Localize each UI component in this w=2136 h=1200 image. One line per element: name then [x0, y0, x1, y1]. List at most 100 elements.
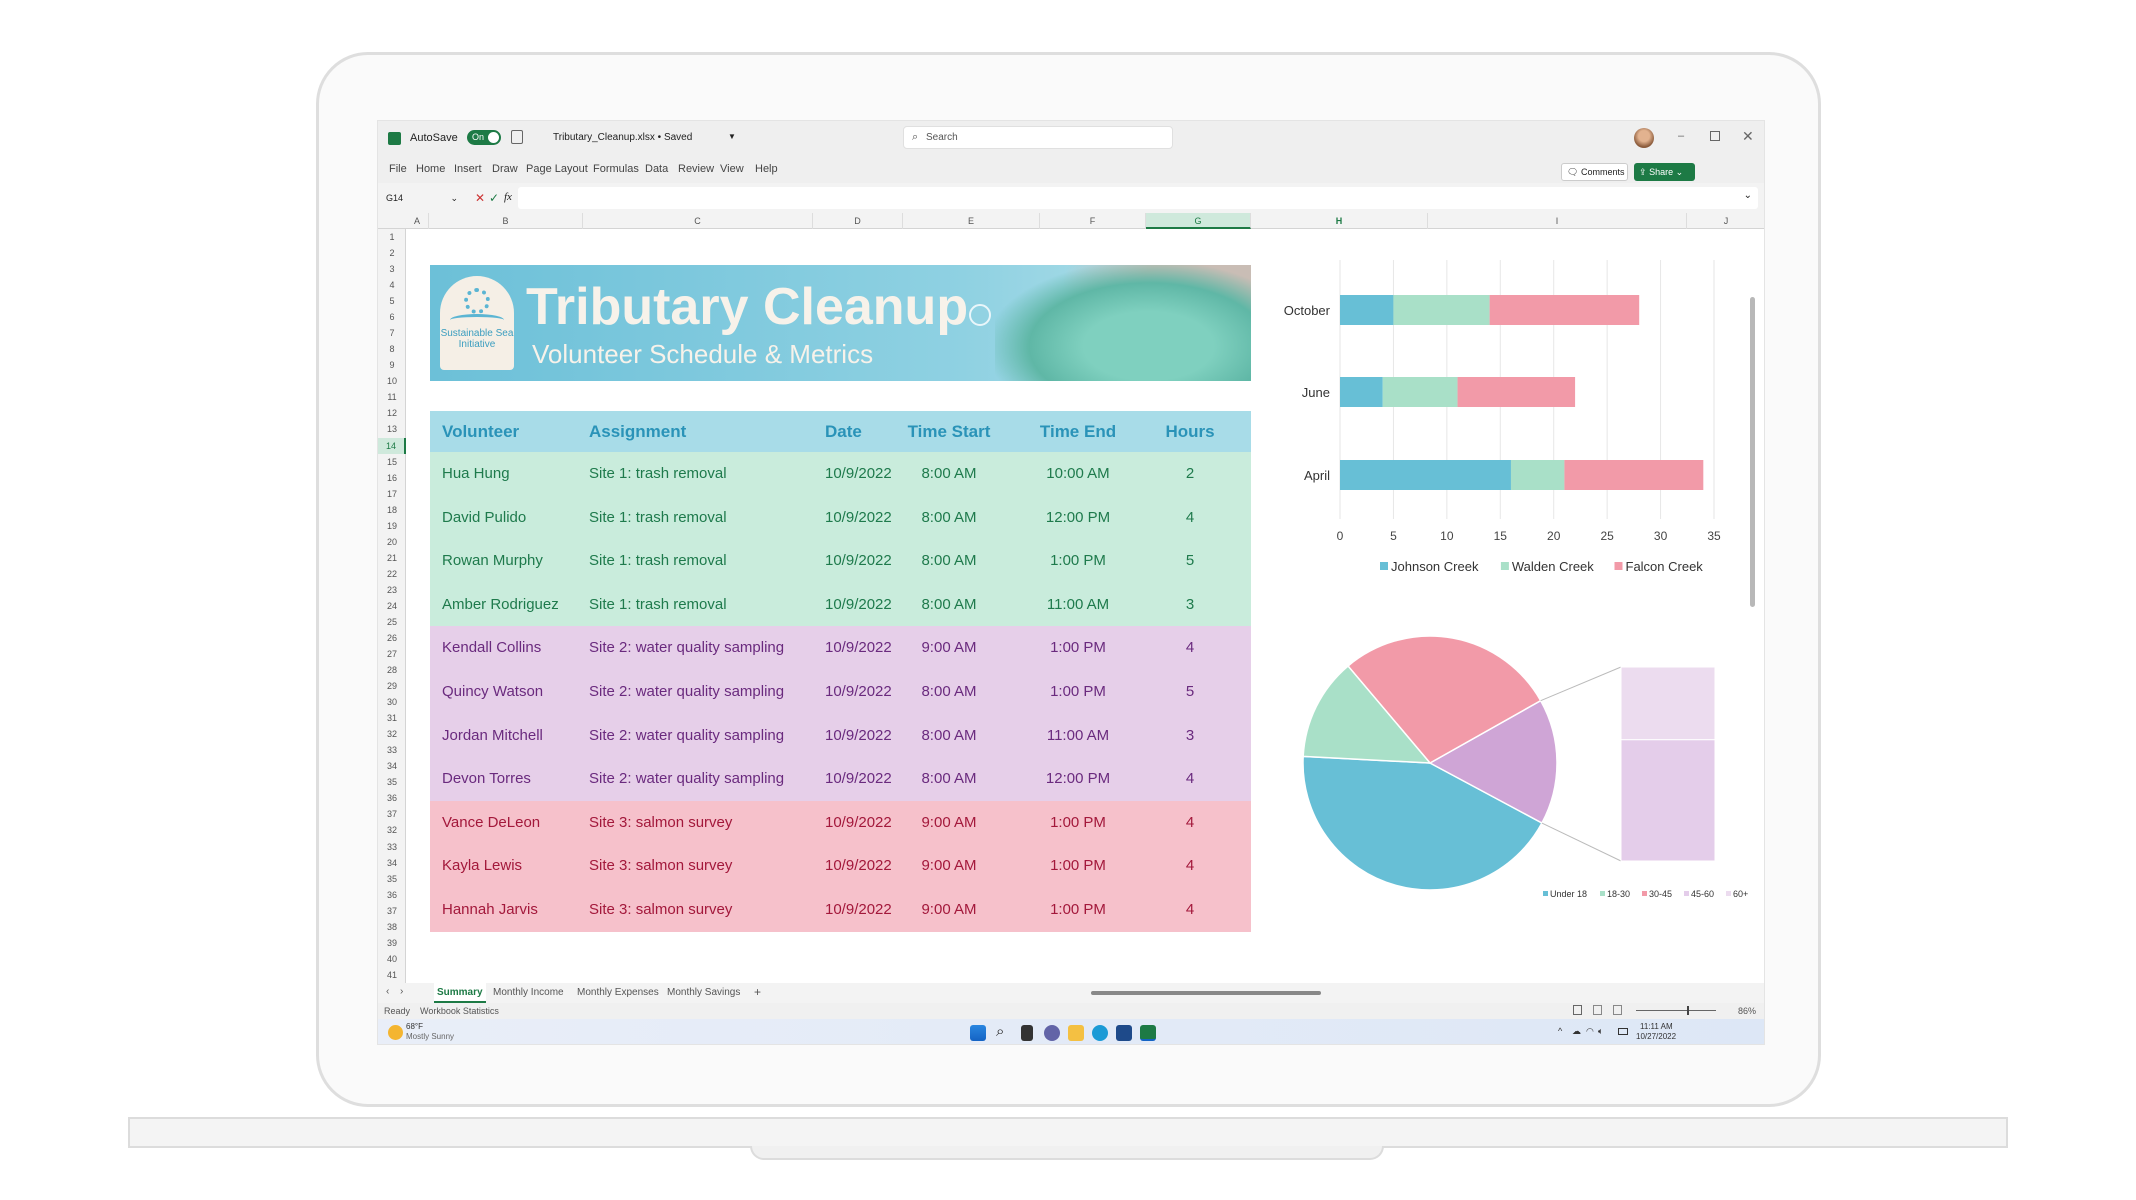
row-header[interactable]: 7 — [389, 328, 395, 339]
menu-page-layout[interactable]: Page Layout — [526, 163, 588, 175]
next-sheet-icon[interactable]: › — [400, 986, 404, 997]
teams-chat-icon[interactable] — [1044, 1025, 1060, 1041]
task-view-icon[interactable] — [1021, 1025, 1033, 1041]
bar-johnson-creek[interactable] — [1340, 460, 1511, 490]
save-icon[interactable] — [511, 130, 523, 144]
maximize-icon[interactable] — [1710, 131, 1720, 141]
row-header[interactable]: 26 — [386, 633, 397, 643]
row-header[interactable]: 23 — [386, 584, 397, 595]
user-avatar[interactable] — [1634, 128, 1654, 148]
file-menu-chevron-icon[interactable]: ▼ — [728, 132, 736, 141]
sheet-tab-monthly-savings[interactable]: Monthly Savings — [667, 987, 741, 998]
table-row[interactable]: Quincy Watson Site 2: water quality sampl… — [430, 669, 1251, 714]
pie-slice-other[interactable] — [1428, 699, 1558, 825]
bar-falcon-creek[interactable] — [1457, 377, 1576, 407]
menu-view[interactable]: View — [720, 163, 744, 175]
row-header[interactable]: 34 — [386, 857, 397, 868]
close-icon[interactable]: ✕ — [1742, 128, 1754, 144]
row-header[interactable]: 1 — [389, 232, 395, 242]
bar-johnson-creek[interactable] — [1340, 377, 1383, 407]
row-header[interactable]: 5 — [389, 296, 395, 307]
normal-view-icon[interactable] — [1573, 1005, 1582, 1015]
row-header[interactable]: 39 — [386, 937, 397, 948]
zoom-slider[interactable] — [1636, 1010, 1716, 1011]
row-header[interactable]: 10 — [386, 376, 397, 387]
share-button[interactable]: ⇪ Share ⌄ — [1634, 163, 1695, 181]
row-header[interactable]: 15 — [386, 456, 397, 467]
column-header-b[interactable]: B — [429, 213, 583, 229]
bar-falcon-creek[interactable] — [1564, 460, 1704, 490]
menu-review[interactable]: Review — [678, 163, 715, 175]
row-header[interactable]: 40 — [386, 953, 397, 964]
page-layout-view-icon[interactable] — [1593, 1005, 1602, 1015]
menu-data[interactable]: Data — [645, 163, 669, 175]
row-header[interactable]: 19 — [386, 520, 397, 531]
autosave-toggle[interactable]: On — [467, 130, 501, 145]
row-header[interactable]: 32 — [386, 729, 397, 740]
volume-icon[interactable]: 🔈︎ — [1598, 1026, 1604, 1036]
row-header[interactable]: 33 — [386, 841, 397, 852]
row-header[interactable]: 36 — [386, 793, 397, 804]
table-row[interactable]: Devon Torres Site 2: water quality sampli… — [430, 757, 1251, 801]
row-header[interactable]: 13 — [386, 424, 397, 435]
sheet-tab-monthly-income[interactable]: Monthly Income — [493, 987, 564, 998]
column-header-j[interactable]: J — [1687, 213, 1764, 229]
page-break-view-icon[interactable] — [1613, 1005, 1622, 1015]
search-taskbar-icon[interactable]: ⌕ — [996, 1023, 1005, 1040]
row-header[interactable]: 27 — [386, 649, 397, 660]
row-header[interactable]: 17 — [386, 488, 397, 499]
column-header-f[interactable]: F — [1040, 213, 1146, 229]
row-header[interactable]: 21 — [386, 552, 397, 563]
table-row[interactable]: Hannah Jarvis Site 3: salmon survey 10/9/2… — [430, 887, 1251, 932]
menu-help[interactable]: Help — [755, 163, 778, 175]
clock-date[interactable]: 10/27/2022 — [1636, 1032, 1677, 1041]
enter-icon[interactable]: ✓ — [489, 191, 500, 205]
workbook-statistics[interactable]: Workbook Statistics — [420, 1006, 499, 1016]
pie-slice-under-18[interactable] — [1302, 755, 1543, 891]
row-header[interactable]: 25 — [386, 616, 397, 627]
row-header[interactable]: 35 — [386, 873, 397, 884]
table-row[interactable]: Jordan Mitchell Site 2: water quality sam… — [430, 713, 1251, 758]
bar-falcon-creek[interactable] — [1489, 295, 1640, 325]
row-header[interactable]: 29 — [386, 681, 397, 692]
row-header[interactable]: 31 — [386, 713, 397, 724]
row-header[interactable]: 38 — [386, 921, 397, 932]
pie-slice-18-30[interactable] — [1302, 664, 1432, 764]
horizontal-scrollbar[interactable] — [1091, 991, 1321, 995]
menu-insert[interactable]: Insert — [454, 163, 482, 175]
row-header[interactable]: 11 — [387, 392, 397, 403]
row-header[interactable]: 41 — [386, 969, 397, 980]
row-header[interactable]: 33 — [386, 745, 397, 756]
weather-sun-icon[interactable] — [388, 1025, 403, 1040]
clock-time[interactable]: 11:11 AM — [1640, 1022, 1673, 1031]
row-header[interactable]: 4 — [389, 280, 395, 291]
bar-walden-creek[interactable] — [1393, 295, 1490, 325]
wifi-icon[interactable]: ◠ — [1586, 1026, 1594, 1036]
bar-walden-creek[interactable] — [1510, 460, 1565, 490]
row-header[interactable]: 6 — [389, 312, 395, 323]
onedrive-icon[interactable]: ☁ — [1572, 1026, 1581, 1036]
prev-sheet-icon[interactable]: ‹ — [386, 986, 390, 997]
sheet-tab-summary[interactable]: Summary — [434, 983, 486, 1003]
column-header-i[interactable]: I — [1428, 213, 1687, 229]
tray-chevron-icon[interactable]: ^ — [1558, 1026, 1563, 1036]
bar-of-pie-60-plus[interactable] — [1620, 666, 1716, 741]
row-header[interactable]: 36 — [386, 889, 397, 900]
zoom-slider-thumb[interactable] — [1687, 1006, 1689, 1015]
bar-johnson-creek[interactable] — [1340, 295, 1394, 325]
row-header[interactable]: 2 — [389, 248, 395, 259]
column-header-c[interactable]: C — [583, 213, 813, 229]
table-row[interactable]: Vance DeLeon Site 3: salmon survey 10/9/20… — [430, 800, 1251, 845]
row-header[interactable]: 30 — [386, 697, 397, 708]
column-header-g[interactable]: G — [1146, 213, 1251, 229]
column-header-a[interactable]: A — [406, 213, 429, 229]
menu-formulas[interactable]: Formulas — [593, 163, 639, 175]
formula-input[interactable]: ⌄ — [518, 187, 1758, 209]
store-icon[interactable] — [1116, 1025, 1132, 1041]
table-row[interactable]: Kendall Collins Site 2: water quality sam… — [430, 626, 1251, 670]
table-row[interactable]: Kayla Lewis Site 3: salmon survey 10/9/202… — [430, 844, 1251, 888]
menu-home[interactable]: Home — [416, 163, 446, 175]
start-icon[interactable] — [970, 1025, 986, 1041]
file-name[interactable]: Tributary_Cleanup.xlsx • Saved — [553, 132, 693, 143]
table-row[interactable]: Hua Hung Site 1: trash removal 10/9/2022 8:… — [430, 452, 1251, 496]
